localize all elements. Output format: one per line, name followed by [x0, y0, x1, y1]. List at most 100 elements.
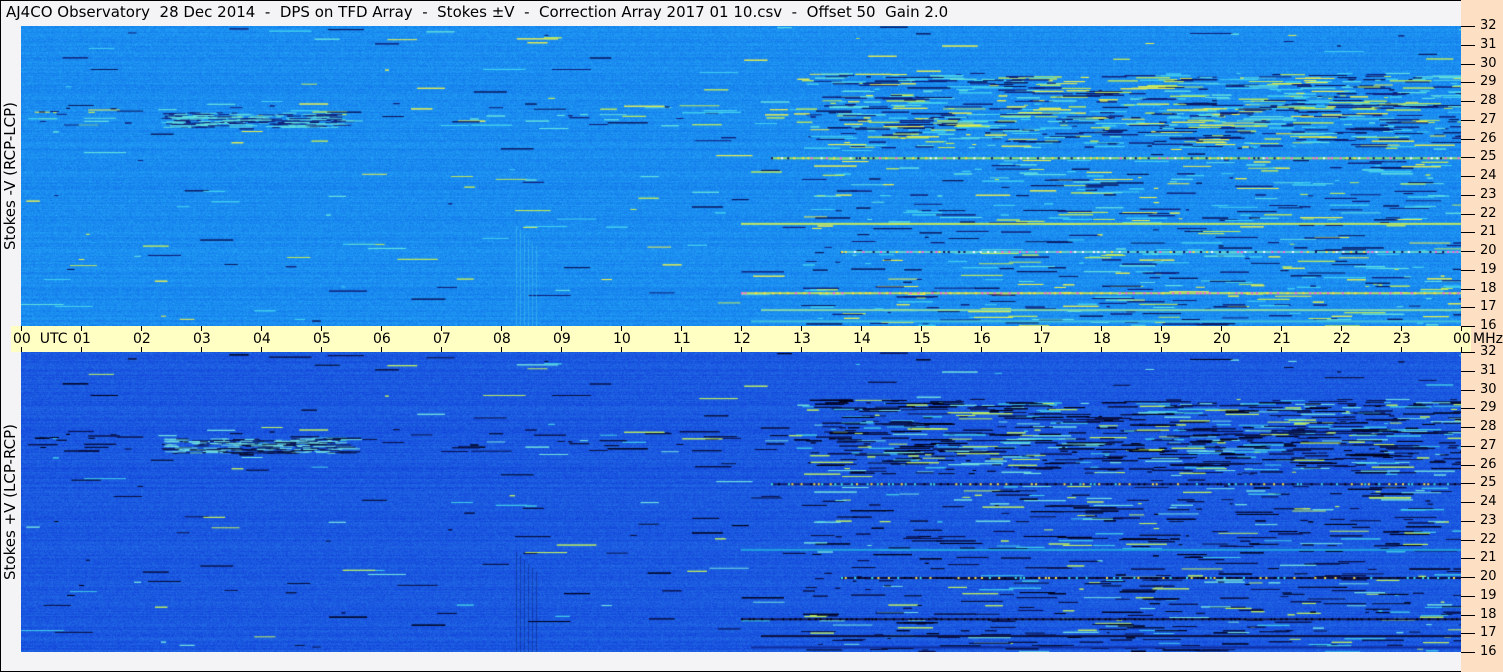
time-tick — [561, 347, 562, 352]
frequency-tick-label: 21 — [1480, 224, 1497, 239]
time-tick-label: 06 — [373, 331, 391, 347]
frequency-tick — [1461, 521, 1475, 522]
time-tick-label: 14 — [853, 331, 871, 347]
time-tick — [861, 326, 862, 331]
frequency-tick-label: 32 — [1480, 344, 1497, 359]
frequency-tick-label: 28 — [1480, 419, 1497, 434]
frequency-tick — [1461, 307, 1475, 308]
time-tick-label: 10 — [613, 331, 631, 347]
time-tick — [1101, 326, 1102, 331]
time-tick — [81, 326, 82, 331]
frequency-tick — [1461, 26, 1475, 27]
time-tick-label: 22 — [1333, 331, 1351, 347]
frequency-tick-label: 23 — [1480, 513, 1497, 528]
time-tick — [501, 347, 502, 352]
frequency-tick — [1461, 408, 1475, 409]
time-tick — [381, 326, 382, 331]
time-tick — [741, 347, 742, 352]
time-tick-label: 11 — [673, 331, 691, 347]
time-tick-label: 04 — [253, 331, 271, 347]
frequency-tick-label: 17 — [1480, 625, 1497, 640]
time-tick — [561, 326, 562, 331]
panel-label-top: Stokes -V (RCP-LCP) — [1, 102, 19, 250]
frequency-tick-label: 26 — [1480, 457, 1497, 472]
time-start-label: 00 UTC — [13, 331, 68, 347]
time-tick — [1401, 326, 1402, 331]
frequency-tick-label: 25 — [1480, 475, 1497, 490]
time-tick — [621, 347, 622, 352]
time-tick-label: 18 — [1093, 331, 1111, 347]
time-tick-label: 02 — [133, 331, 151, 347]
time-tick — [1461, 347, 1462, 352]
frequency-tick — [1461, 82, 1475, 83]
frequency-tick-label: 16 — [1480, 644, 1497, 659]
time-tick-label: 21 — [1273, 331, 1291, 347]
frequency-tick — [1461, 64, 1475, 65]
frequency-tick — [1461, 427, 1475, 428]
time-tick-label: 12 — [733, 331, 751, 347]
time-tick — [801, 347, 802, 352]
time-tick — [141, 326, 142, 331]
time-tick — [921, 347, 922, 352]
time-tick — [1461, 326, 1462, 331]
time-tick — [1161, 347, 1162, 352]
time-tick — [21, 347, 22, 352]
time-tick — [201, 347, 202, 352]
frequency-tick — [1461, 101, 1475, 102]
time-tick — [681, 347, 682, 352]
frequency-tick-label: 16 — [1480, 318, 1497, 333]
frequency-tick-label: 25 — [1480, 149, 1497, 164]
time-tick — [981, 347, 982, 352]
time-tick — [501, 326, 502, 331]
time-tick — [1221, 326, 1222, 331]
frequency-tick-label: 17 — [1480, 299, 1497, 314]
frequency-tick-label: 30 — [1480, 382, 1497, 397]
spectrogram-stokes-plus-v — [21, 352, 1461, 652]
frequency-unit-label: MHz — [1473, 331, 1503, 347]
frequency-tick — [1461, 232, 1475, 233]
time-tick — [801, 326, 802, 331]
time-end-label: 00 — [1453, 331, 1471, 347]
time-tick — [1101, 347, 1102, 352]
time-tick — [1041, 326, 1042, 331]
frequency-tick-label: 27 — [1480, 438, 1497, 453]
time-tick — [261, 347, 262, 352]
frequency-tick-label: 24 — [1480, 494, 1497, 509]
frequency-tick — [1461, 615, 1475, 616]
frequency-tick-label: 23 — [1480, 187, 1497, 202]
frequency-tick — [1461, 352, 1475, 353]
frequency-tick — [1461, 214, 1475, 215]
frequency-tick — [1461, 633, 1475, 634]
time-tick-label: 23 — [1393, 331, 1411, 347]
frequency-tick — [1461, 195, 1475, 196]
frequency-tick — [1461, 326, 1475, 327]
frequency-tick-label: 30 — [1480, 56, 1497, 71]
time-tick-label: 07 — [433, 331, 451, 347]
time-tick — [1281, 326, 1282, 331]
time-tick — [1041, 347, 1042, 352]
frequency-tick-label: 19 — [1480, 262, 1497, 277]
frequency-tick — [1461, 558, 1475, 559]
page-title: AJ4CO Observatory 28 Dec 2014 - DPS on T… — [6, 3, 949, 21]
time-tick-label: 03 — [193, 331, 211, 347]
frequency-tick-label: 18 — [1480, 281, 1497, 296]
time-tick-label: 01 — [73, 331, 91, 347]
time-tick — [441, 347, 442, 352]
time-tick — [381, 347, 382, 352]
frequency-tick — [1461, 270, 1475, 271]
frequency-tick-label: 31 — [1480, 363, 1497, 378]
frequency-tick — [1461, 139, 1475, 140]
time-tick-label: 05 — [313, 331, 331, 347]
frequency-tick-label: 24 — [1480, 168, 1497, 183]
frequency-tick — [1461, 540, 1475, 541]
time-tick — [321, 347, 322, 352]
time-tick-label: 13 — [793, 331, 811, 347]
frequency-tick — [1461, 652, 1475, 653]
frequency-tick — [1461, 502, 1475, 503]
time-tick-label: 19 — [1153, 331, 1171, 347]
time-tick — [21, 326, 22, 331]
time-tick — [1281, 347, 1282, 352]
time-tick — [201, 326, 202, 331]
frequency-tick — [1461, 251, 1475, 252]
time-tick — [921, 326, 922, 331]
